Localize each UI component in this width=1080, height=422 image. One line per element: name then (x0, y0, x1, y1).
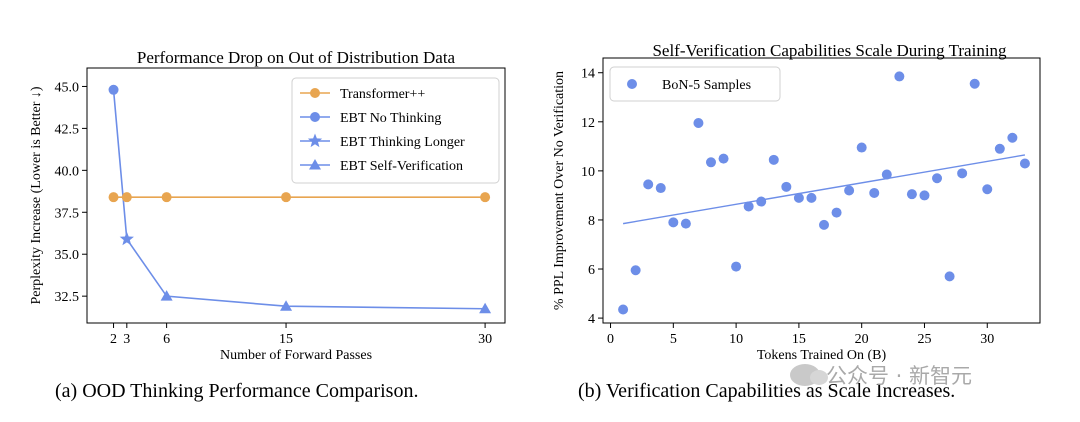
legend-label: EBT Thinking Longer (340, 135, 465, 150)
data-point-bon-5 (982, 184, 993, 195)
data-point-bon-5 (793, 192, 804, 203)
data-point-bon-5 (957, 168, 968, 179)
data-point-bon-5 (705, 157, 716, 168)
data-point-bon-5 (718, 153, 729, 164)
trend-line (622, 154, 1026, 225)
data-point-transformer- (480, 192, 491, 203)
chart-self-verification-scale: Self-Verification Capabilities Scale Dur… (552, 41, 1041, 363)
data-point-bon-5 (655, 183, 666, 194)
plot-frame (602, 57, 1041, 324)
data-point-bon-5 (906, 189, 917, 200)
data-point-transformer- (121, 192, 132, 203)
y-tick-label: 37.5 (55, 206, 80, 221)
data-point-bon-5 (618, 304, 629, 315)
legend-marker (310, 88, 320, 98)
data-point-bon-5 (743, 201, 754, 212)
data-point-bon-5 (1019, 158, 1030, 169)
legend-box (609, 66, 781, 102)
x-tick-label: 25 (917, 332, 931, 347)
wechat-logo-icon (790, 364, 828, 386)
y-tick-label: 40.0 (55, 164, 80, 179)
x-axis-label: Number of Forward Passes (220, 348, 372, 363)
data-point-bon-5 (969, 78, 980, 89)
data-point-transformer- (281, 192, 292, 203)
caption-right: (b) Verification Capabilities as Scale I… (578, 380, 956, 402)
data-point-bon-5 (630, 265, 641, 276)
data-point-bon-5 (768, 154, 779, 165)
data-point-bon-5 (881, 169, 892, 180)
legend-box (291, 77, 500, 184)
legend-marker (627, 79, 637, 89)
y-tick-label: 42.5 (55, 122, 80, 137)
watermark-text: 公众号 · 新智元 (826, 364, 973, 388)
y-axis-label: % PPL Improvement Over No Verification (552, 71, 567, 310)
data-point-bon-5 (806, 192, 817, 203)
watermark: 公众号 · 新智元 (790, 360, 972, 390)
data-point-bon-5 (894, 71, 905, 82)
legend-label: BoN-5 Samples (662, 78, 751, 93)
x-tick-label: 5 (670, 332, 677, 347)
chart-title: Self-Verification Capabilities Scale Dur… (652, 41, 1007, 60)
caption-left: (a) OOD Thinking Performance Comparison. (55, 380, 419, 402)
legend-label: EBT Self-Verification (340, 159, 463, 174)
data-point-bon-5 (869, 187, 880, 198)
x-tick-label: 30 (478, 332, 492, 347)
data-point-bon-5 (643, 179, 654, 190)
data-point-transformer- (108, 192, 119, 203)
x-tick-label: 15 (792, 332, 806, 347)
data-point-bon-5 (668, 217, 679, 228)
chart-ood-performance: Performance Drop on Out of Distribution … (29, 48, 506, 363)
x-tick-label: 30 (980, 332, 994, 347)
data-point-ebt-no-thinking (108, 84, 119, 95)
x-tick-label: 3 (123, 332, 130, 347)
x-axis-label: Tokens Trained On (B) (757, 348, 887, 363)
data-point-bon-5 (831, 207, 842, 218)
data-point-ebt-self-verification (479, 302, 492, 314)
x-tick-label: 10 (729, 332, 743, 347)
y-tick-label: 12 (581, 116, 595, 131)
y-tick-label: 45.0 (55, 80, 80, 95)
y-tick-label: 35.0 (55, 248, 80, 263)
x-tick-label: 6 (163, 332, 170, 347)
y-tick-label: 10 (581, 165, 595, 180)
data-point-bon-5 (680, 218, 691, 229)
data-point-ebt-self-verification (280, 300, 293, 311)
data-point-bon-5 (693, 118, 704, 129)
data-point-bon-5 (756, 196, 767, 207)
data-point-bon-5 (994, 143, 1005, 154)
data-point-bon-5 (781, 181, 792, 192)
legend-marker (310, 112, 320, 122)
y-tick-label: 8 (588, 214, 595, 229)
data-point-bon-5 (731, 261, 742, 272)
data-point-bon-5 (1007, 132, 1018, 143)
chart-title: Performance Drop on Out of Distribution … (137, 48, 456, 67)
data-point-ebt-thinking-longer (119, 231, 134, 246)
y-axis-label: Perplexity Increase (Lower is Better ↓) (29, 86, 44, 304)
legend-marker (309, 159, 321, 170)
plot-frame (86, 67, 506, 324)
x-tick-label: 20 (855, 332, 869, 347)
x-tick-label: 0 (607, 332, 614, 347)
x-tick-label: 2 (110, 332, 117, 347)
y-tick-label: 32.5 (55, 290, 80, 305)
data-point-bon-5 (856, 142, 867, 153)
legend-label: EBT No Thinking (340, 111, 441, 126)
y-tick-label: 4 (588, 312, 595, 327)
data-point-bon-5 (944, 271, 955, 282)
x-tick-label: 15 (279, 332, 293, 347)
data-point-bon-5 (919, 190, 930, 201)
data-point-bon-5 (819, 219, 830, 230)
data-point-bon-5 (844, 185, 855, 196)
y-tick-label: 14 (581, 67, 595, 82)
y-tick-label: 6 (588, 263, 595, 278)
data-point-bon-5 (932, 173, 943, 184)
data-point-transformer- (161, 192, 172, 203)
data-point-ebt-self-verification (160, 290, 173, 301)
legend-label: Transformer++ (340, 87, 425, 102)
legend-marker (307, 133, 323, 148)
